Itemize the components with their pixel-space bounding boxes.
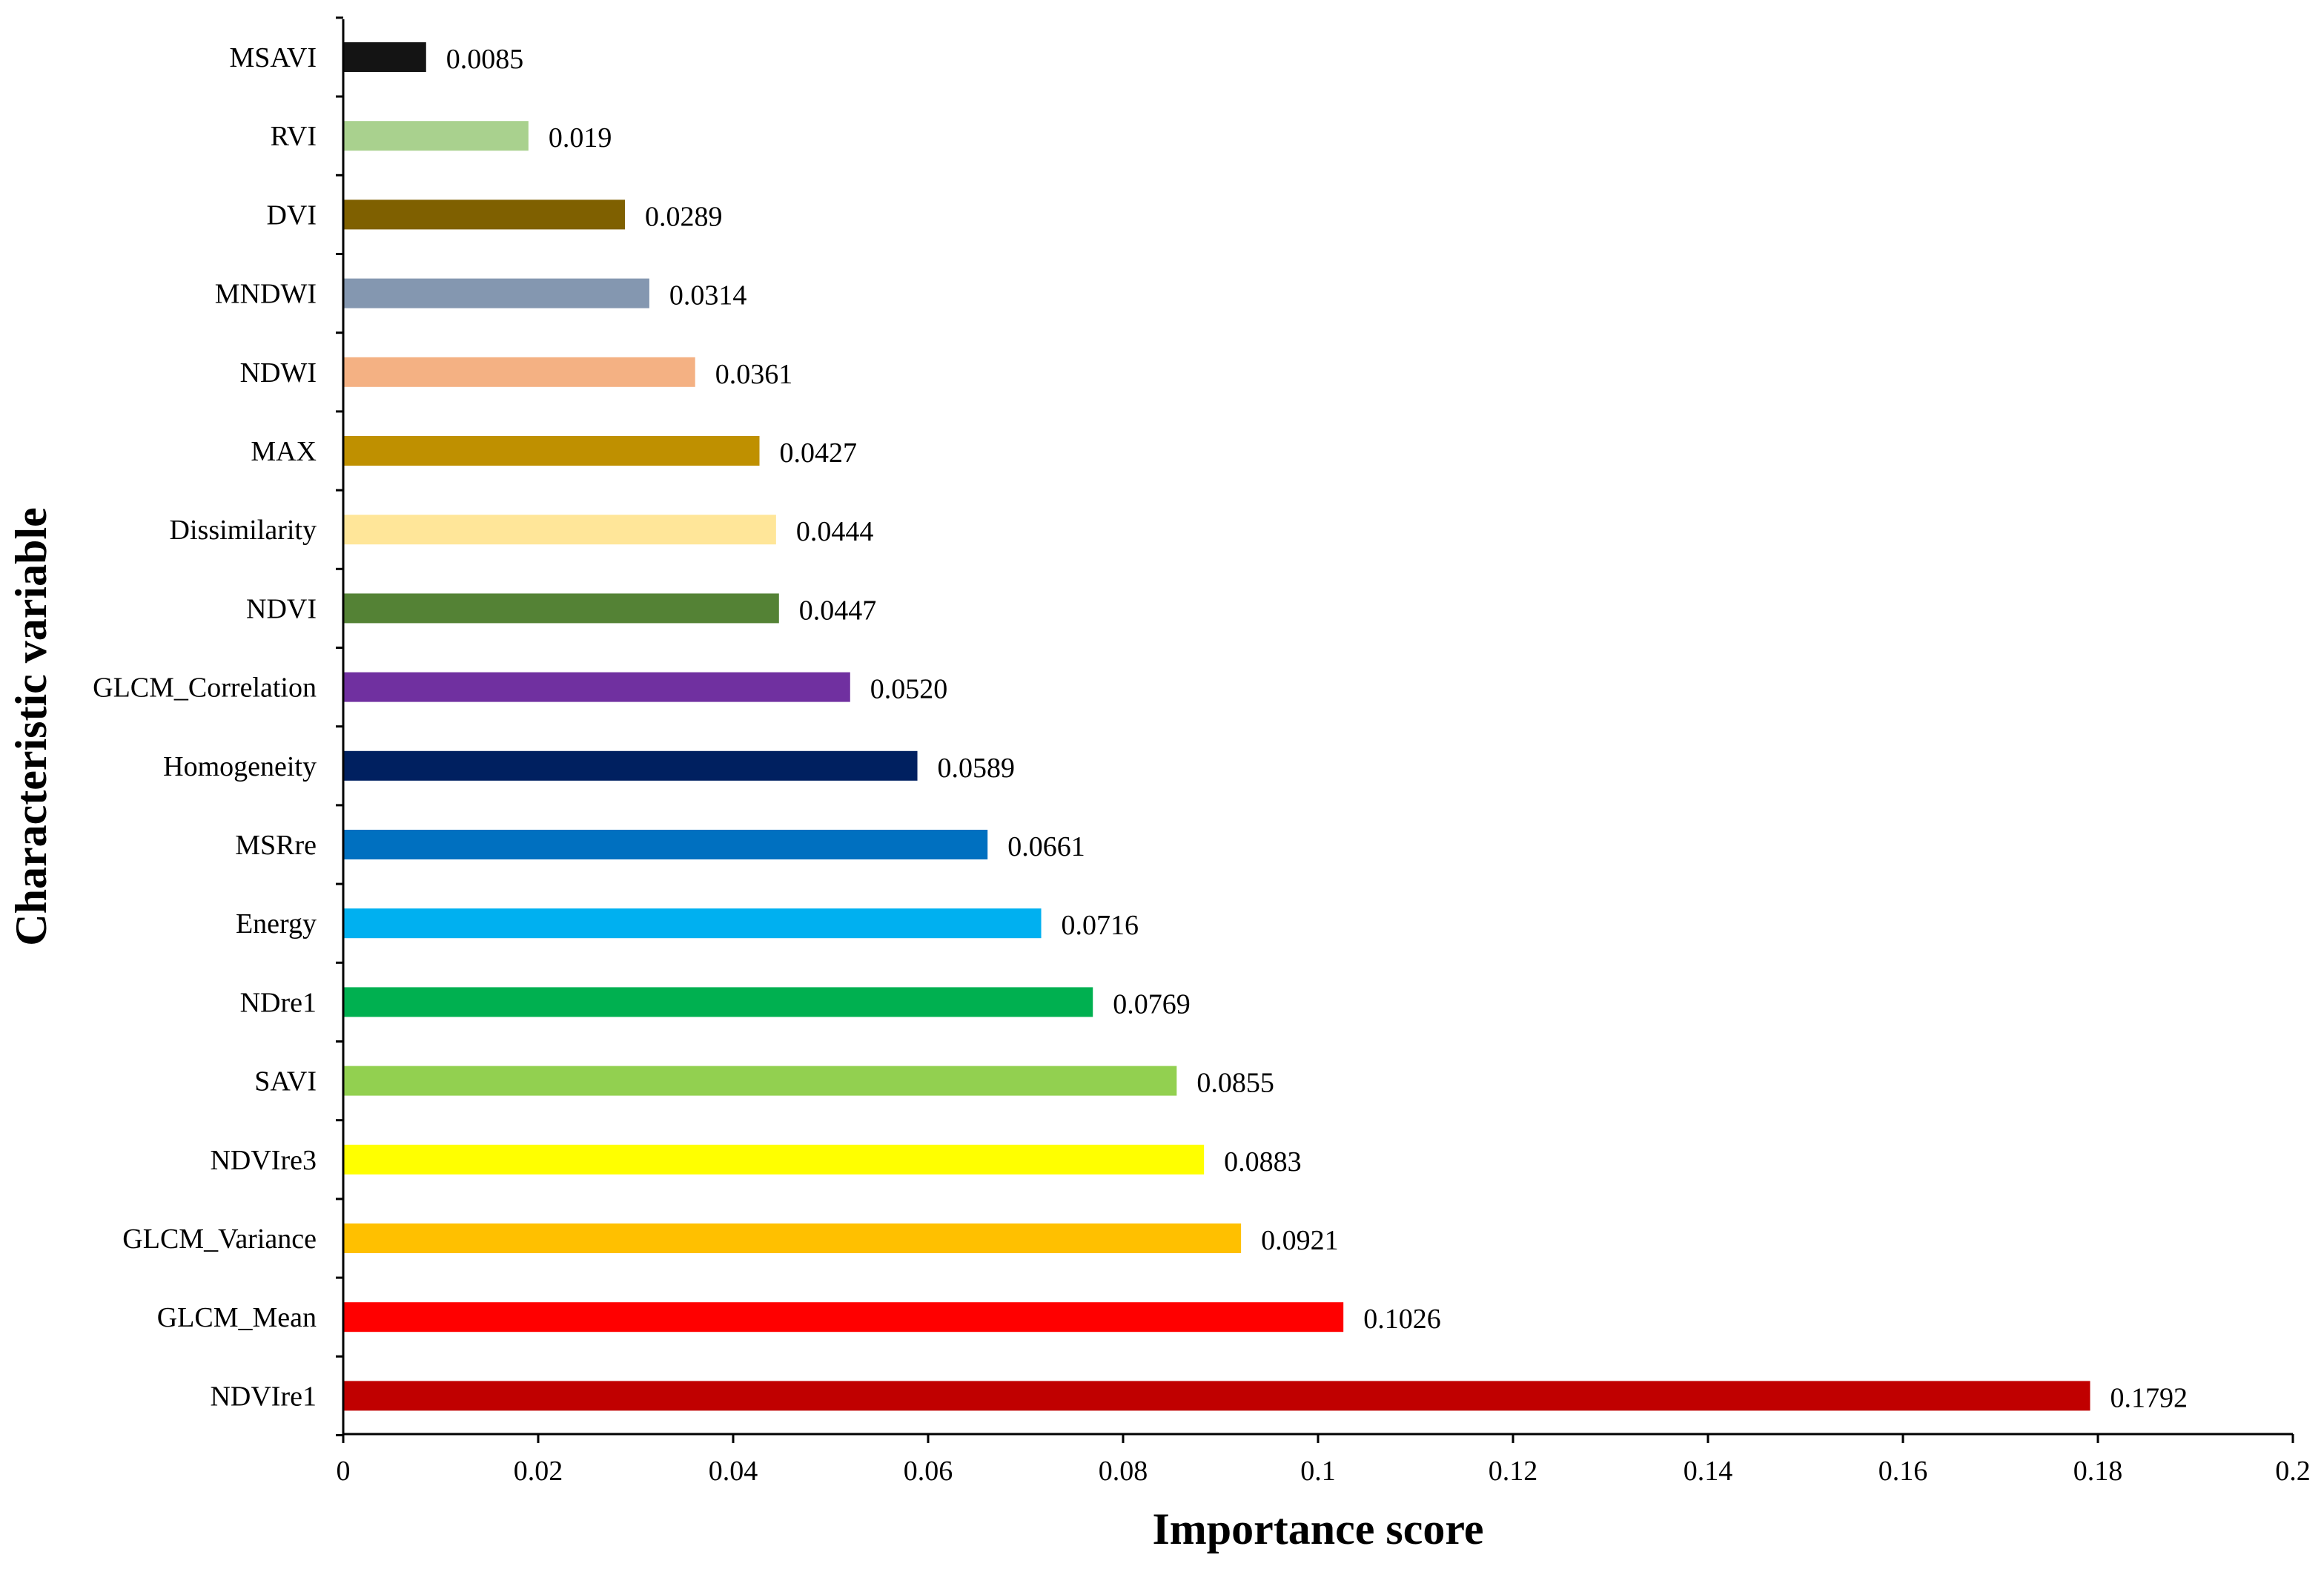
x-tick-label: 0.14: [1684, 1456, 1733, 1487]
bar-ndwi: [343, 357, 695, 387]
category-label: NDVI: [246, 593, 317, 624]
x-tick-label: 0.06: [904, 1456, 953, 1487]
value-label: 0.0427: [780, 437, 858, 469]
value-label: 0.0883: [1224, 1146, 1302, 1178]
category-label: Dissimilarity: [170, 515, 317, 546]
x-tick-label: 0.02: [514, 1456, 563, 1487]
x-tick-label: 0.2: [2275, 1456, 2311, 1487]
bar-ndvire3: [343, 1144, 1205, 1175]
value-label: 0.0314: [669, 280, 747, 311]
value-label: 0.1792: [2110, 1382, 2188, 1413]
x-tick-label: 0.12: [1489, 1456, 1538, 1487]
bar-glcm-correlation: [343, 672, 850, 702]
value-label: 0.0855: [1196, 1068, 1274, 1099]
category-label: Energy: [236, 908, 317, 939]
category-label: GLCM_Mean: [157, 1302, 317, 1333]
category-label: GLCM_Correlation: [93, 673, 317, 704]
x-tick-label: 0: [337, 1456, 351, 1487]
category-label: GLCM_Variance: [122, 1223, 317, 1255]
category-label: RVI: [271, 121, 317, 152]
y-axis-title: Characteristic variable: [7, 507, 56, 945]
value-label: 0.0769: [1113, 988, 1191, 1020]
bar-glcm-variance: [343, 1223, 1242, 1253]
value-label: 0.0921: [1261, 1225, 1339, 1256]
x-tick-label: 0.08: [1099, 1456, 1148, 1487]
bar-max: [343, 436, 760, 466]
x-tick-label: 0.18: [2073, 1456, 2123, 1487]
value-label: 0.0716: [1062, 910, 1139, 941]
category-label: NDre1: [240, 987, 317, 1018]
value-label: 0.0661: [1007, 831, 1085, 862]
category-label: MNDWI: [215, 279, 317, 310]
bar-savi: [343, 1066, 1177, 1096]
bar-energy: [343, 908, 1042, 939]
category-label: DVI: [266, 199, 317, 231]
y-tick-group: [336, 16, 343, 1436]
bar-mndwi: [343, 278, 649, 308]
category-label: NDWI: [240, 357, 317, 389]
value-label: 0.0361: [715, 359, 793, 390]
bar-dissimilarity: [343, 515, 776, 545]
x-tick-label: 0.1: [1300, 1456, 1336, 1487]
value-label: 0.0447: [799, 595, 877, 626]
bar-msavi: [343, 42, 426, 72]
value-label-group: 0.0085 0.019 0.0289 0.0314 0.0361 0.0427 0.044…: [446, 44, 2188, 1413]
bar-ndvire1: [343, 1381, 2090, 1411]
category-label-group: MSAVI RVI DVI MNDWI NDWI MAX Dissimilarity NDVI…: [93, 42, 317, 1412]
x-tick-group: 0 0.02 0.04 0.06 0.08 0.1 0.12 0.14 0.16 0.18 0.2: [337, 1434, 2311, 1487]
category-label: NDVIre3: [210, 1145, 317, 1176]
bar-group: [343, 42, 2090, 1411]
axes-group: [342, 19, 2293, 1436]
value-label: 0.0520: [870, 674, 948, 705]
category-label: MSRre: [235, 830, 317, 861]
bar-homogeneity: [343, 750, 918, 781]
category-label: SAVI: [254, 1066, 317, 1097]
x-tick-label: 0.04: [709, 1456, 758, 1487]
x-axis-title: Importance score: [1152, 1505, 1483, 1553]
bar-msrre: [343, 830, 988, 859]
category-label: NDVIre1: [210, 1381, 317, 1412]
value-label: 0.1026: [1363, 1304, 1441, 1335]
category-label: MSAVI: [229, 42, 317, 73]
value-label: 0.0085: [446, 44, 524, 75]
value-label: 0.0589: [938, 753, 1016, 784]
category-label: MAX: [251, 436, 317, 467]
category-label: Homogeneity: [163, 751, 317, 782]
bar-glcm-mean: [343, 1302, 1344, 1332]
value-label: 0.0289: [645, 201, 723, 232]
bar-dvi: [343, 199, 626, 230]
x-tick-label: 0.16: [1878, 1456, 1928, 1487]
value-label: 0.0444: [796, 516, 874, 547]
value-label: 0.019: [549, 122, 612, 153]
bar-rvi: [343, 121, 529, 151]
bar-ndre1: [343, 987, 1093, 1017]
bar-ndvi: [343, 593, 779, 624]
